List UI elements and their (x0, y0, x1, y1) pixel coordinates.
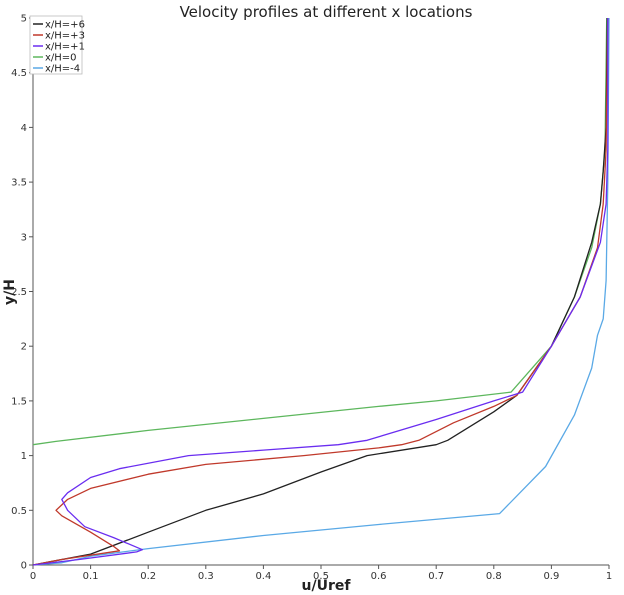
legend-label: x/H=+1 (45, 42, 85, 53)
legend-label: x/H=0 (45, 53, 77, 64)
x-tick-label: 0.4 (255, 571, 271, 582)
y-tick-label: 5 (21, 14, 27, 25)
y-tick-label: 1 (21, 451, 27, 462)
x-tick-label: 0.2 (140, 571, 156, 582)
plot-frame (32, 18, 609, 566)
y-axis-label: y/H (2, 279, 18, 305)
y-tick-label: 3 (21, 232, 27, 243)
y-tick-label: 3.5 (11, 178, 27, 189)
legend-items: x/H=+6x/H=+3x/H=+1x/H=0x/H=-4 (33, 20, 85, 75)
y-axis-ticks: 0 0.5 1 1.5 2 2.5 3 3.5 4 4.5 5 (11, 14, 33, 572)
series-line-x-h-3 (32, 17, 609, 566)
series-lines (32, 17, 610, 566)
y-tick-label: 4 (21, 123, 27, 134)
series-line-x-h-6 (32, 17, 608, 566)
y-tick-label: 0.5 (11, 506, 27, 517)
x-tick-label: 0.6 (371, 571, 387, 582)
x-tick-label: 1 (606, 571, 612, 582)
x-tick-label: 0.5 (313, 571, 329, 582)
legend-label: x/H=+3 (45, 31, 85, 42)
chart-title: Velocity profiles at different x locatio… (180, 3, 473, 21)
legend-box (29, 15, 83, 75)
y-tick-label: 2 (21, 342, 27, 353)
legend-label: x/H=-4 (45, 64, 80, 75)
x-axis-label: u/Uref (302, 578, 352, 594)
y-tick-label: 1.5 (11, 396, 27, 407)
series-line-x-h-0 (32, 17, 608, 446)
x-tick-label: 0.9 (543, 571, 559, 582)
y-tick-label: 4.5 (11, 68, 27, 79)
x-tick-label: 0.7 (428, 571, 444, 582)
legend-label: x/H=+6 (45, 20, 85, 31)
series-line-x-h-1 (32, 18, 609, 566)
x-tick-label: 0.8 (486, 571, 502, 582)
legend: x/H=+6x/H=+3x/H=+1x/H=0x/H=-4 (29, 15, 85, 75)
x-tick-label: 0.1 (83, 571, 99, 582)
y-tick-label: 0 (21, 561, 27, 572)
series-line-x-h-4 (32, 17, 610, 566)
y-tick-label: 2.5 (11, 287, 27, 298)
x-tick-label: 0.3 (198, 571, 214, 582)
x-axis-ticks: 0 0.1 0.2 0.3 0.4 0.5 0.6 0.7 0.8 0.9 1 (30, 565, 612, 582)
x-tick-label: 0 (30, 571, 36, 582)
